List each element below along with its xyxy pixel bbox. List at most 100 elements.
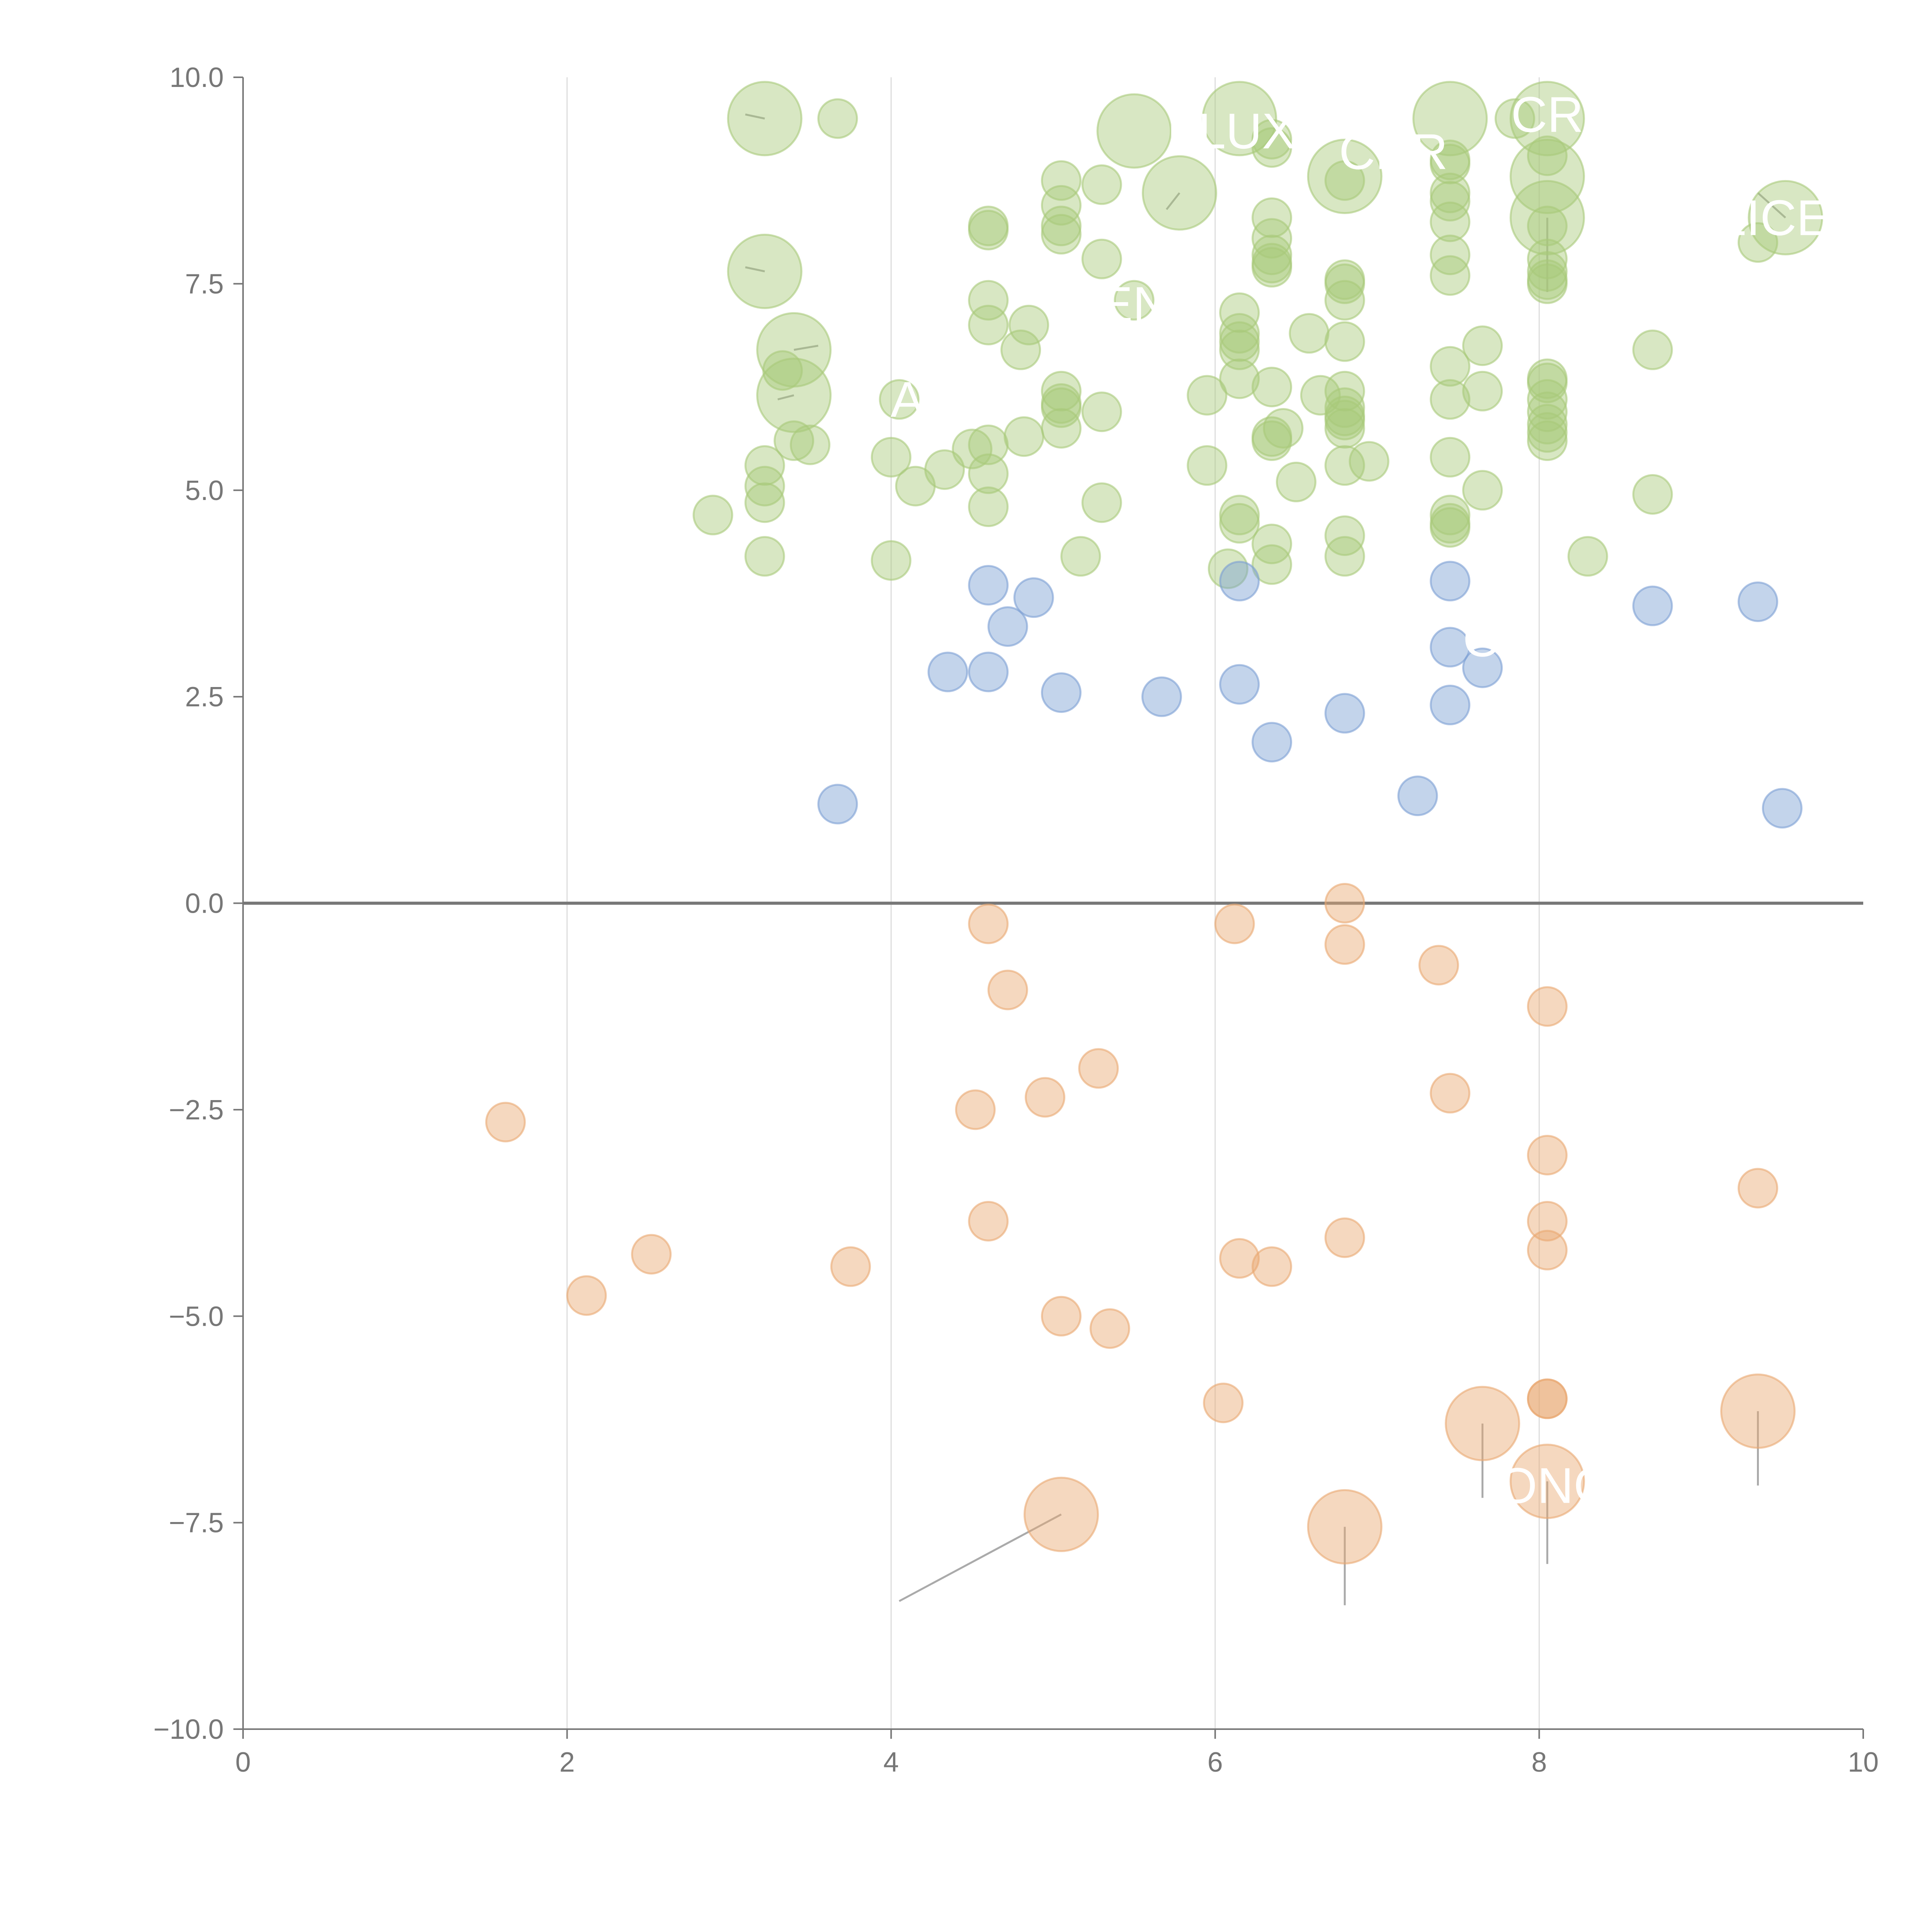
high-bubble bbox=[1324, 280, 1365, 321]
high-bubble bbox=[968, 280, 1009, 321]
high-bubble bbox=[1219, 495, 1260, 536]
negative-bubble bbox=[485, 1102, 526, 1143]
high-bubble bbox=[1412, 81, 1488, 156]
high-bubble bbox=[762, 350, 803, 391]
high-bubble bbox=[1527, 135, 1568, 176]
low-bubble bbox=[1013, 577, 1054, 618]
bubble-label: EN bbox=[1099, 276, 1169, 333]
negative-bubble bbox=[1324, 924, 1365, 965]
high-bubble bbox=[744, 536, 785, 577]
high-bubble bbox=[1041, 387, 1082, 428]
high-bubble bbox=[1219, 313, 1260, 354]
negative-bubble bbox=[1214, 903, 1255, 944]
high-bubble bbox=[1567, 536, 1608, 577]
high-bubble bbox=[1430, 143, 1471, 184]
high-bubble bbox=[1041, 214, 1082, 255]
high-bubble bbox=[1041, 185, 1082, 226]
leader-line bbox=[1166, 192, 1180, 210]
high-bubble bbox=[1527, 238, 1568, 279]
high-bubble bbox=[1219, 321, 1260, 362]
high-bubble bbox=[1009, 304, 1049, 345]
high-bubble bbox=[1081, 391, 1122, 432]
low-bubble bbox=[1430, 685, 1471, 725]
high-bubble bbox=[1289, 313, 1330, 354]
negative-bubble bbox=[987, 969, 1028, 1010]
high-bubble bbox=[1003, 416, 1044, 457]
high-bubble bbox=[1252, 243, 1293, 284]
high-bubble bbox=[1632, 329, 1673, 370]
high-bubble bbox=[1462, 371, 1503, 412]
bubble-label: CR bbox=[1511, 86, 1583, 143]
high-bubble bbox=[1252, 420, 1293, 461]
x-tick-label: 8 bbox=[1531, 1747, 1547, 1778]
low-bubble bbox=[1219, 561, 1260, 602]
high-bubble bbox=[1632, 474, 1673, 515]
high-bubble bbox=[1324, 263, 1365, 304]
negative-bubble bbox=[1307, 1489, 1383, 1565]
low-bubble bbox=[927, 651, 968, 692]
negative-bubble bbox=[566, 1275, 607, 1316]
negative-bubble bbox=[1023, 1476, 1099, 1552]
leader-line bbox=[745, 266, 765, 272]
low-bubble bbox=[817, 784, 858, 825]
low-bubble bbox=[968, 651, 1009, 692]
high-bubble bbox=[1527, 362, 1568, 403]
high-bubble bbox=[756, 357, 832, 433]
negative-bubble bbox=[1527, 986, 1568, 1027]
leader-line bbox=[745, 113, 765, 120]
x-tick-label: 4 bbox=[883, 1747, 899, 1778]
high-bubble bbox=[1324, 536, 1365, 577]
high-bubble bbox=[1114, 280, 1155, 321]
high-bubble bbox=[1263, 408, 1304, 449]
bubbles bbox=[485, 81, 1823, 1565]
negative-bubble bbox=[1430, 1073, 1471, 1114]
y-tick-label: −10.0 bbox=[153, 1714, 224, 1745]
high-bubble bbox=[871, 540, 912, 581]
high-bubble bbox=[1430, 379, 1471, 420]
high-bubble bbox=[1219, 292, 1260, 333]
high-bubble bbox=[968, 453, 1009, 494]
y-tick-label: −2.5 bbox=[169, 1095, 224, 1126]
negative-bubble bbox=[1324, 883, 1365, 923]
high-bubble bbox=[871, 437, 912, 478]
negative-bubble bbox=[1041, 1296, 1082, 1337]
high-bubble bbox=[1430, 495, 1471, 536]
y-tick-label: 0.0 bbox=[185, 888, 224, 919]
bubble-labels: FLUX CR CHR LICE EN A O ONG bbox=[891, 86, 1830, 1514]
high-bubble bbox=[924, 449, 965, 490]
y-tick-label: −7.5 bbox=[169, 1508, 224, 1539]
low-bubble bbox=[1324, 693, 1365, 734]
high-bubble bbox=[1324, 160, 1365, 201]
leader-line bbox=[794, 345, 818, 351]
high-bubble bbox=[1041, 206, 1082, 247]
negative-bubble bbox=[830, 1246, 871, 1287]
negative-bubble bbox=[968, 903, 1009, 944]
negative-bubble bbox=[1720, 1373, 1796, 1449]
bubble-label: LICE bbox=[1718, 189, 1830, 246]
high-bubble bbox=[1252, 544, 1293, 585]
high-bubble bbox=[1324, 408, 1365, 449]
high-bubble bbox=[1430, 235, 1471, 276]
high-bubble bbox=[1430, 255, 1471, 296]
bubble-label: O bbox=[1463, 611, 1502, 667]
negative-bubble bbox=[1527, 1378, 1568, 1419]
negative-bubble bbox=[1737, 1168, 1778, 1209]
high-bubble bbox=[1509, 139, 1585, 214]
high-bubble bbox=[1462, 325, 1503, 366]
low-bubble bbox=[1430, 561, 1471, 602]
high-bubble bbox=[1252, 119, 1293, 160]
high-bubble bbox=[1324, 321, 1365, 362]
high-bubble bbox=[1527, 263, 1568, 304]
high-bubble bbox=[1527, 404, 1568, 445]
high-bubble bbox=[1081, 482, 1122, 523]
high-bubble bbox=[879, 379, 920, 420]
negative-bubble bbox=[1509, 1444, 1585, 1519]
negative-bubble bbox=[1324, 1217, 1365, 1258]
high-bubble bbox=[1252, 235, 1293, 276]
high-bubble bbox=[1219, 329, 1260, 370]
high-bubble bbox=[968, 424, 1009, 465]
negative-bubble bbox=[1025, 1077, 1066, 1118]
high-bubble bbox=[1208, 548, 1248, 589]
high-bubble bbox=[692, 495, 733, 536]
